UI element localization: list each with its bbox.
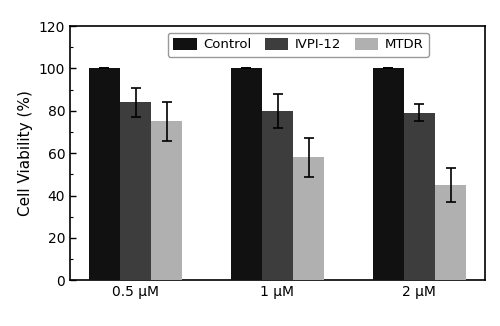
Legend: Control, IVPI-12, MTDR: Control, IVPI-12, MTDR — [168, 33, 429, 57]
Bar — [404, 113, 435, 280]
Bar — [89, 68, 120, 280]
Bar — [372, 68, 404, 280]
Bar — [293, 157, 324, 280]
Bar — [230, 68, 262, 280]
Bar — [152, 121, 182, 280]
Bar — [435, 185, 466, 280]
Bar — [120, 102, 152, 280]
Y-axis label: Cell Viability (%): Cell Viability (%) — [18, 90, 33, 216]
Bar — [262, 111, 293, 280]
